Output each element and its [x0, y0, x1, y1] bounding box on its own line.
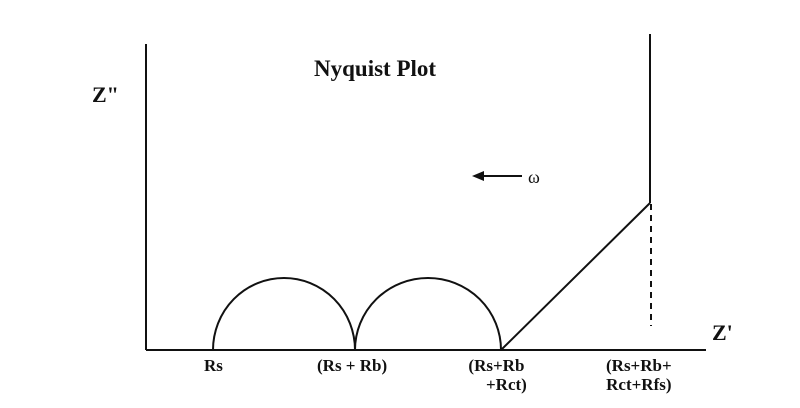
x-axis-label: Z': [712, 320, 733, 345]
y-axis-label: Z": [92, 82, 119, 107]
diagram-title: Nyquist Plot: [314, 56, 437, 81]
omega-label: ω: [528, 167, 540, 187]
tick-label-rs: Rs: [204, 356, 223, 375]
tick-label-rs-rb-rct: (Rs+Rb +Rct): [468, 356, 527, 394]
diffusion-line: [500, 202, 651, 351]
arrow-head: [472, 171, 484, 181]
semicircle-2: [354, 277, 502, 351]
semicircle-1: [212, 277, 356, 351]
tick-label-rs-rb: (Rs + Rb): [317, 356, 388, 375]
tick-label-rs-rb-rct-rfs: (Rs+Rb+ Rct+Rfs): [606, 356, 672, 394]
